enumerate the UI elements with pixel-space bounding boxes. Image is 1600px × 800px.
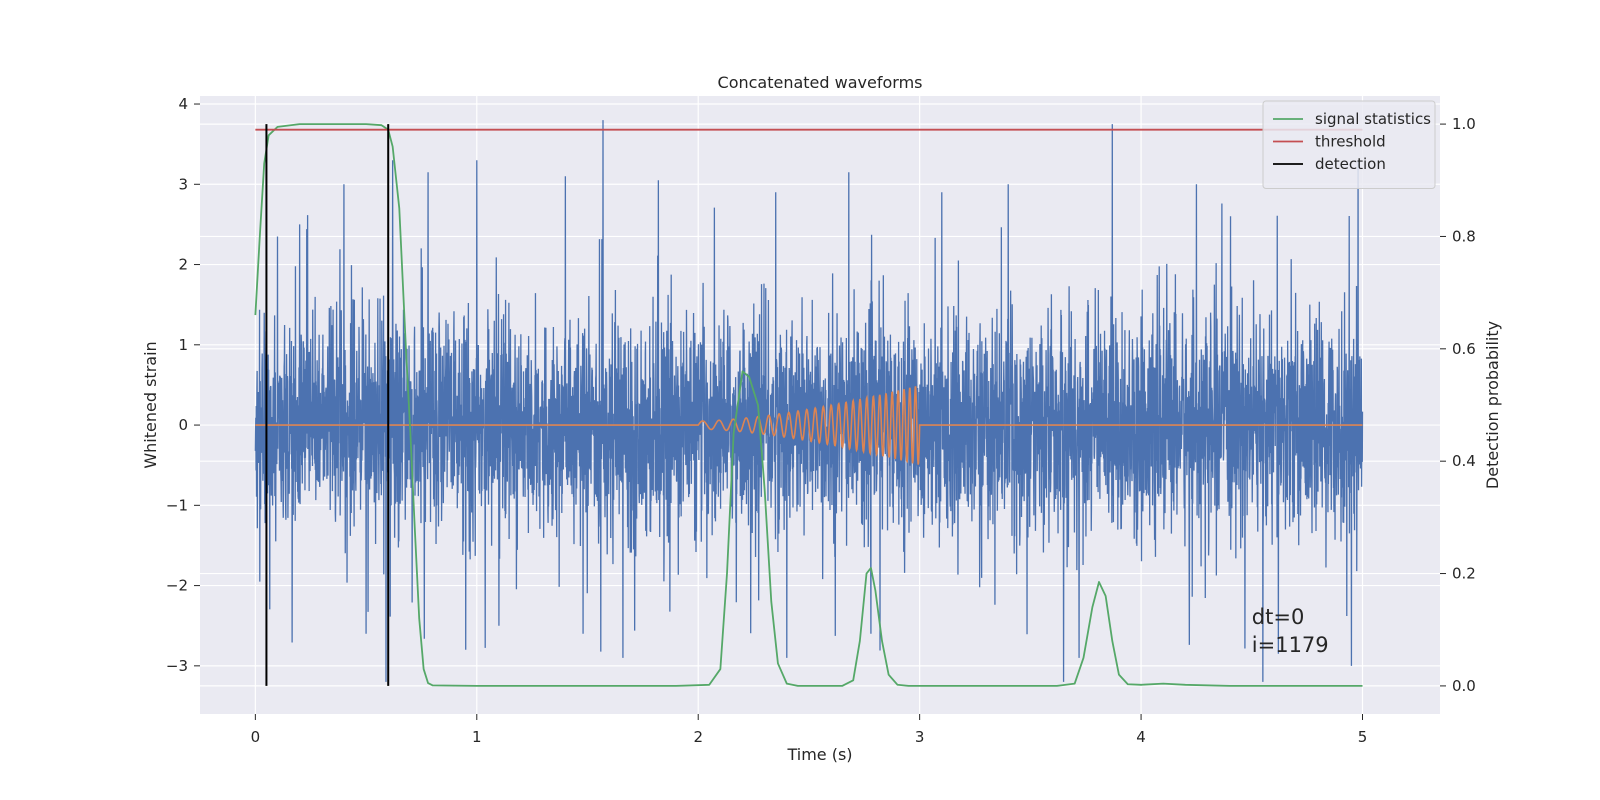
x-tick-label: 5 <box>1358 728 1368 746</box>
y-tick-label: 3 <box>178 175 188 193</box>
y-tick-label: 4 <box>178 95 188 113</box>
strain-series-line <box>254 120 1364 682</box>
annotation-text: dt=0 <box>1252 605 1305 629</box>
template-series-line <box>255 386 1363 465</box>
y2-tick-label: 1.0 <box>1452 115 1476 133</box>
x-tick-label: 4 <box>1136 728 1146 746</box>
y-tick-label: −2 <box>166 577 188 595</box>
y-tick-label: −1 <box>166 496 188 514</box>
axes-ticks: 0 1 2 3 4 5 −3 −2 −1 0 1 2 3 4 0.0 0.2 0.4 0.6 0.8 1.0 <box>166 95 1476 746</box>
y2-tick-label: 0.6 <box>1452 340 1476 358</box>
legend-box <box>1262 100 1436 189</box>
legend: signal statistics threshold detection <box>1262 100 1436 189</box>
chart-title: Concatenated waveforms <box>718 73 923 92</box>
y-axis-label: Whitened strain <box>141 341 160 468</box>
x-tick-label: 1 <box>472 728 482 746</box>
y2-tick-label: 0.0 <box>1452 677 1476 695</box>
x-tick-label: 3 <box>915 728 925 746</box>
annotation-text: i=1179 <box>1252 633 1329 657</box>
y2-axis-label: Detection probability <box>1483 321 1502 489</box>
y-tick-label: 0 <box>178 416 188 434</box>
annotations: dt=0 i=1179 <box>1252 605 1329 657</box>
y2-tick-label: 0.4 <box>1452 452 1476 470</box>
y-tick-label: 2 <box>178 256 188 274</box>
y-tick-label: 1 <box>178 336 188 354</box>
legend-label: signal statistics <box>1315 110 1431 128</box>
x-tick-label: 2 <box>693 728 703 746</box>
y2-tick-label: 0.2 <box>1452 565 1476 583</box>
x-axis-label: Time (s) <box>786 745 852 764</box>
x-tick-label: 0 <box>251 728 261 746</box>
plot-area <box>254 120 1364 687</box>
legend-label: threshold <box>1315 133 1386 151</box>
y2-tick-label: 0.8 <box>1452 227 1476 245</box>
y-tick-label: −3 <box>166 657 188 675</box>
legend-label: detection <box>1315 155 1386 173</box>
signal-statistics-line <box>254 123 1363 687</box>
